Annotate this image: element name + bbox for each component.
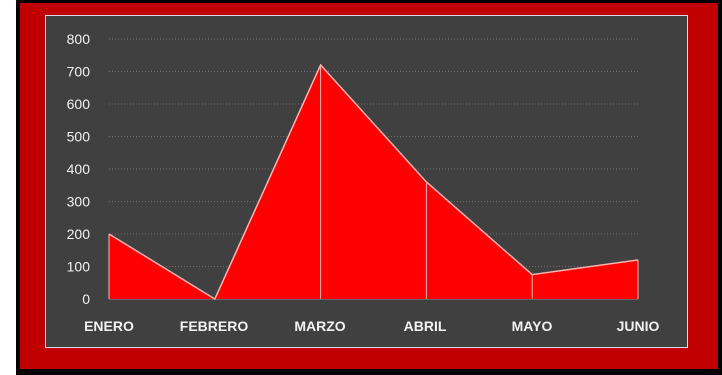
y-tick-label: 100 (67, 259, 91, 275)
x-tick-label: ABRIL (404, 318, 447, 334)
y-tick-label: 300 (67, 194, 91, 210)
x-tick-label: MAYO (512, 318, 553, 334)
x-tick-label: JUNIO (617, 318, 660, 334)
y-tick-label: 200 (67, 226, 91, 242)
x-tick-label: ENERO (84, 318, 134, 334)
y-tick-label: 0 (82, 291, 90, 307)
area-line (108, 63, 639, 301)
x-axis-ticks: ENERO FEBRERO MARZO ABRIL MAYO JUNIO (84, 318, 659, 334)
x-tick-label: FEBRERO (180, 318, 249, 334)
area-series (108, 63, 639, 301)
y-tick-label: 700 (67, 64, 91, 80)
y-axis-ticks: 0 100 200 300 400 500 600 700 800 (67, 31, 91, 307)
y-tick-label: 400 (67, 161, 91, 177)
y-tick-label: 800 (67, 31, 91, 47)
y-tick-label: 500 (67, 129, 91, 145)
x-tick-label: MARZO (294, 318, 345, 334)
y-tick-label: 600 (67, 96, 91, 112)
area-fill (109, 65, 638, 299)
